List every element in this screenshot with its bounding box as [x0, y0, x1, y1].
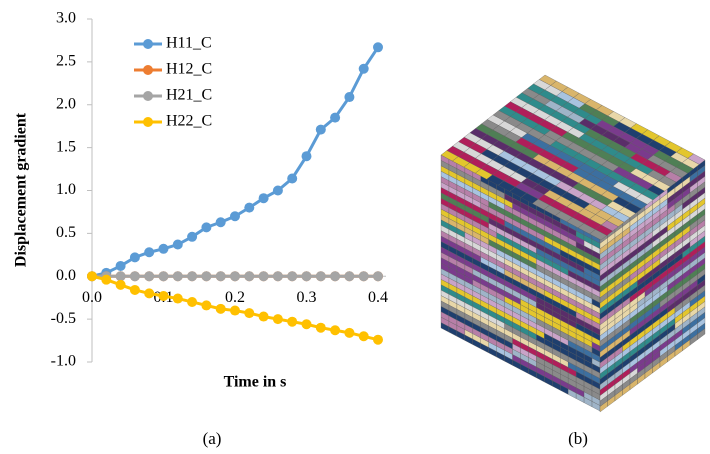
voxel-cube [441, 75, 705, 412]
point [216, 217, 226, 227]
point [173, 240, 183, 250]
point [316, 125, 326, 135]
point [259, 193, 269, 203]
point [130, 252, 140, 262]
x-tick-label: 0.0 [82, 289, 102, 306]
x-axis-title: Time in s [224, 374, 287, 391]
y-tick-label: 1.5 [56, 138, 76, 155]
x-tick-label: 0.3 [297, 289, 317, 306]
series-line [92, 47, 378, 276]
caption: (a) [203, 429, 222, 448]
point [273, 186, 283, 196]
y-tick-label: 1.0 [56, 181, 76, 198]
point [359, 271, 369, 281]
legend-marker [143, 117, 153, 127]
y-tick-label: 2.0 [56, 95, 76, 112]
y-tick-label: -0.5 [51, 310, 76, 327]
legend-label: H21_C [166, 87, 212, 104]
point [187, 297, 197, 307]
point [201, 300, 211, 310]
page: Displacement gradient Time in s (a) (b) … [0, 0, 710, 454]
point [159, 271, 169, 281]
point [216, 271, 226, 281]
point [373, 271, 383, 281]
point [187, 232, 197, 242]
legend-label: H11_C [166, 35, 212, 52]
point [330, 325, 340, 335]
point [201, 271, 211, 281]
point [230, 211, 240, 221]
point [130, 271, 140, 281]
point [244, 308, 254, 318]
point [116, 280, 126, 290]
point [287, 317, 297, 327]
y-tick-label: -1.0 [51, 353, 76, 370]
x-tick-label: 0.4 [368, 289, 388, 306]
point [330, 113, 340, 123]
y-tick-label: 2.5 [56, 53, 76, 70]
point [230, 306, 240, 316]
x-tick-label: 0.2 [225, 289, 245, 306]
point [316, 323, 326, 333]
point [359, 64, 369, 74]
point [173, 294, 183, 304]
point [101, 275, 111, 285]
point [144, 247, 154, 257]
point [316, 271, 326, 281]
point [216, 304, 226, 314]
point [302, 151, 312, 161]
point [187, 271, 197, 281]
legend-marker [143, 39, 153, 49]
legend-marker [143, 65, 153, 75]
point [244, 271, 254, 281]
point [302, 271, 312, 281]
y-tick-label: 0.0 [56, 267, 76, 284]
point [244, 203, 254, 213]
point [344, 271, 354, 281]
figure: Displacement gradient Time in s (a) (b) … [0, 0, 710, 454]
point [359, 331, 369, 341]
legend-marker [143, 91, 153, 101]
point [273, 271, 283, 281]
point [330, 271, 340, 281]
point [116, 261, 126, 271]
point [302, 319, 312, 329]
point [287, 173, 297, 183]
point [159, 291, 169, 301]
point [230, 271, 240, 281]
legend-label: H12_C [166, 61, 212, 78]
point [201, 222, 211, 232]
point [373, 335, 383, 345]
point [259, 312, 269, 322]
point [87, 271, 97, 281]
point [273, 314, 283, 324]
y-tick-label: 0.5 [56, 224, 76, 241]
point [116, 271, 126, 281]
y-axis-title: Displacement gradient [13, 112, 30, 267]
point [287, 271, 297, 281]
caption: (b) [568, 429, 588, 448]
point [144, 288, 154, 298]
y-tick-label: 3.0 [56, 10, 76, 27]
point [259, 271, 269, 281]
point [373, 42, 383, 52]
point [344, 92, 354, 102]
point [144, 271, 154, 281]
legend-label: H22_C [166, 113, 212, 130]
point [130, 285, 140, 295]
point [344, 328, 354, 338]
point [173, 271, 183, 281]
point [159, 244, 169, 254]
